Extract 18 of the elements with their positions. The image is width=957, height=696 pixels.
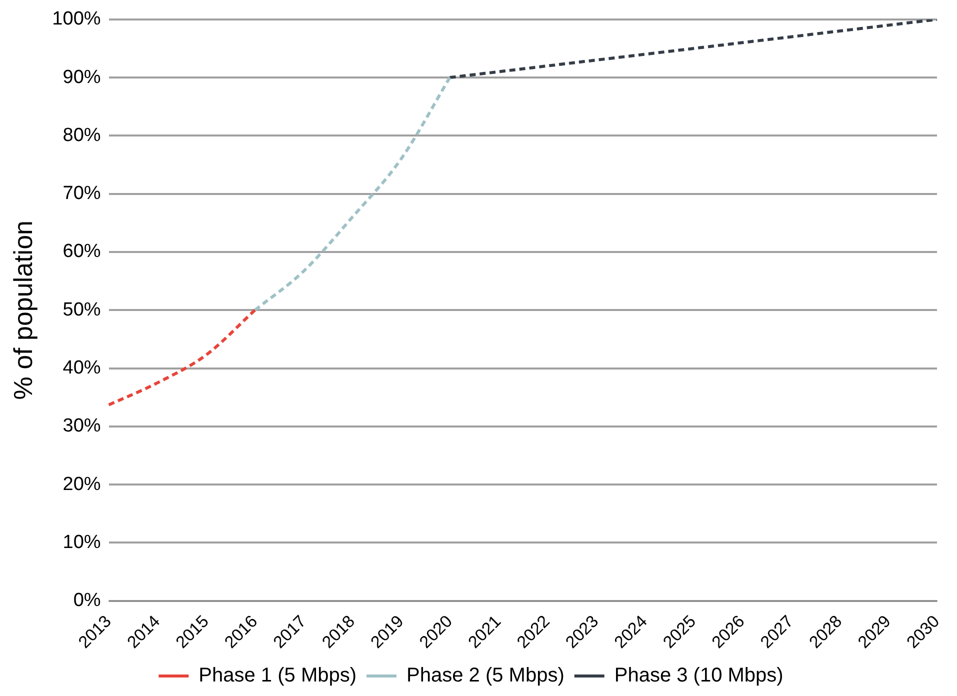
y-tick-label: 50% <box>62 299 101 320</box>
y-tick-label: 80% <box>62 124 101 146</box>
line-series <box>448 19 938 80</box>
y-tick-label: 100% <box>52 8 101 30</box>
y-tick-label: 60% <box>62 241 101 262</box>
y-tick-label: 10% <box>62 532 101 553</box>
y-tick-label: 0% <box>73 590 101 612</box>
line-series <box>107 308 256 406</box>
line-series <box>253 76 452 312</box>
y-tick-label: 90% <box>62 66 101 88</box>
y-tick-label: 70% <box>62 183 101 204</box>
y-tick-label: 30% <box>62 416 101 437</box>
legend-label: Phase 1 (5 Mbps) <box>198 664 357 687</box>
y-tick-label: 40% <box>62 357 101 378</box>
y-axis-title: % of population <box>8 220 38 400</box>
legend-label: Phase 3 (10 Mbps) <box>614 664 784 687</box>
y-tick-label: 20% <box>62 474 101 495</box>
legend-label: Phase 2 (5 Mbps) <box>406 664 564 687</box>
